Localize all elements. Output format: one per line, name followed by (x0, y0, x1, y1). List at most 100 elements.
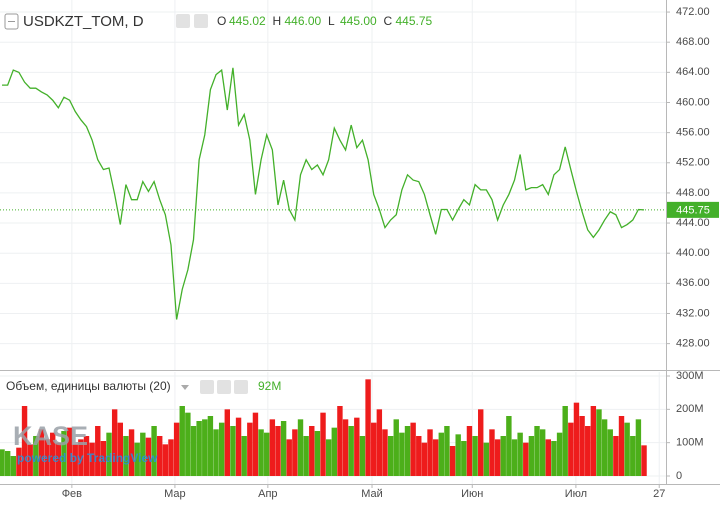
volume-bar (162, 444, 169, 476)
y-tick-label: 452.00 (676, 157, 710, 169)
ohlc-key: C (384, 14, 393, 28)
y-tick-label: 200M (676, 403, 704, 415)
ohlc-value: 446.00 (285, 14, 322, 28)
volume-bar (252, 412, 259, 476)
volume-bar (235, 417, 242, 476)
x-tick-label: Июл (565, 488, 587, 500)
volume-bar (128, 429, 135, 476)
volume-bar (286, 439, 292, 476)
volume-bar (500, 436, 506, 476)
volume-bar (511, 439, 518, 476)
volume-bar (230, 426, 236, 476)
volume-bar (579, 416, 585, 476)
volume-bar (545, 439, 552, 476)
volume-bar (337, 406, 343, 476)
volume-bar (303, 436, 309, 476)
volume-bar (16, 447, 22, 476)
volume-bar (4, 451, 11, 476)
volume-bar (95, 426, 101, 476)
volume-bar (444, 426, 450, 476)
volume-bar (404, 426, 411, 476)
y-tick-label: 100M (676, 437, 704, 449)
volume-bar (438, 432, 444, 476)
volume-bar (50, 432, 56, 476)
volume-bar (258, 429, 264, 476)
ohlc-value: 445.02 (229, 14, 266, 28)
volume-bar (376, 409, 383, 476)
volume-bar (173, 422, 180, 476)
x-tick-label: 27 (653, 488, 665, 500)
volume-bar (466, 426, 473, 476)
volume-bar (534, 426, 540, 476)
volume-settings-button[interactable] (217, 380, 231, 394)
volume-bar (472, 436, 478, 476)
watermark-tagline: powered by TradingView (17, 451, 158, 465)
volume-bar (416, 436, 422, 476)
volume-visibility-button[interactable] (200, 380, 214, 394)
y-tick-label: 0 (676, 470, 682, 482)
volume-bar (241, 436, 247, 476)
volume-bar (10, 456, 16, 476)
volume-bar (528, 436, 535, 476)
volume-bar (72, 444, 78, 476)
volume-bar (196, 421, 202, 476)
volume-bar (556, 432, 563, 476)
last-value-label: 445.75 (676, 204, 710, 216)
ohlc-key: H (273, 14, 282, 28)
volume-bar (314, 431, 321, 476)
volume-bar (573, 402, 580, 476)
y-tick-label: 468.00 (676, 36, 710, 48)
y-tick-label: 472.00 (676, 6, 710, 18)
volume-bar (382, 429, 388, 476)
volume-bar (539, 429, 546, 476)
volume-bar (38, 429, 45, 476)
volume-bar (33, 436, 39, 476)
volume-bar (123, 436, 129, 476)
volume-bar (185, 412, 191, 476)
visibility-button[interactable] (176, 14, 190, 28)
volume-bar (140, 432, 146, 476)
volume-bar (320, 412, 326, 476)
volume-bar (264, 432, 270, 476)
volume-bar (562, 406, 568, 476)
y-tick-label: 448.00 (676, 187, 710, 199)
volume-bar (145, 437, 152, 476)
volume-remove-button[interactable] (234, 380, 248, 394)
volume-last-value: 92M (258, 379, 281, 393)
volume-bar (151, 426, 157, 476)
y-tick-label: 440.00 (676, 247, 710, 259)
x-tick-label: Май (361, 488, 383, 500)
volume-bar (292, 429, 298, 476)
y-tick-label: 456.00 (676, 127, 710, 139)
y-tick-label: 444.00 (676, 217, 710, 229)
volume-bar (61, 431, 67, 476)
volume-bar (106, 432, 112, 476)
volume-bar (618, 416, 625, 476)
settings-button[interactable] (194, 14, 208, 28)
volume-bar (421, 442, 428, 476)
y-tick-label: 436.00 (676, 277, 710, 289)
volume-bar (371, 422, 377, 476)
volume-bar (393, 419, 399, 476)
volume-bar (297, 419, 304, 476)
volume-bar (213, 429, 219, 476)
ohlc-legend: O 445.02 H 446.00 L 445.00 C 445.75 (217, 14, 433, 28)
marks: 445.75 (0, 67, 719, 476)
volume-bar (269, 419, 276, 476)
volume-bar (83, 436, 90, 476)
volume-bar (387, 436, 394, 476)
volume-bar (596, 409, 602, 476)
volume-bar (157, 436, 163, 476)
volume-bar (325, 439, 332, 476)
volume-bar (44, 439, 50, 476)
volume-bar (100, 441, 107, 476)
volume-bar (331, 427, 337, 476)
volume-title: Объем, единицы валюты (20) (6, 379, 171, 393)
volume-bar (551, 441, 557, 476)
volume-bar (190, 426, 197, 476)
volume-bar (455, 434, 461, 476)
symbol-title: USDKZT_TOM, D (23, 13, 144, 30)
volume-dropdown[interactable] (181, 385, 189, 390)
